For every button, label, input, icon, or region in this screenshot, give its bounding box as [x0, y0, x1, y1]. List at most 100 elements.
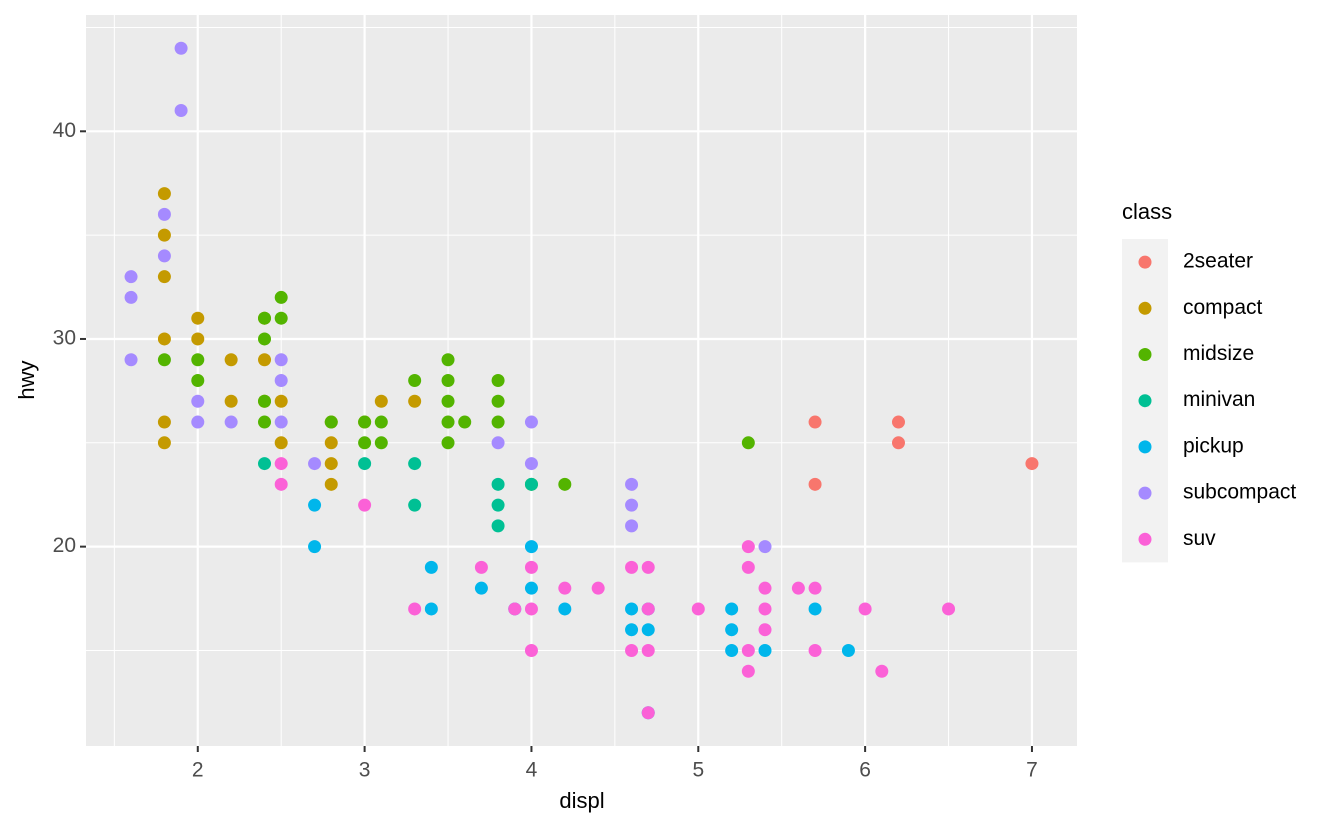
x-tick-label: 7 — [1026, 759, 1038, 782]
point — [308, 457, 322, 471]
point — [258, 394, 272, 408]
point — [891, 415, 905, 429]
point — [408, 374, 422, 387]
legend-swatch — [1138, 532, 1152, 546]
point — [508, 602, 522, 616]
point — [157, 332, 171, 346]
legend-swatch — [1138, 348, 1152, 361]
y-tick-label: 20 — [53, 534, 76, 557]
point — [808, 581, 822, 595]
point — [641, 560, 655, 574]
legend-label: pickup — [1183, 434, 1244, 457]
point — [491, 519, 505, 533]
point — [641, 706, 655, 720]
point — [224, 353, 238, 367]
point — [374, 436, 388, 450]
point — [408, 394, 422, 408]
legend-swatch — [1138, 255, 1152, 269]
point — [124, 353, 138, 367]
legend-label: midsize — [1183, 342, 1254, 365]
point — [641, 643, 655, 657]
point — [324, 477, 338, 491]
legend-label: 2seater — [1183, 250, 1253, 273]
point — [274, 353, 288, 367]
point — [808, 643, 822, 657]
point — [791, 581, 805, 595]
point — [224, 415, 238, 429]
point — [758, 581, 772, 595]
point — [758, 623, 772, 637]
point — [758, 602, 772, 616]
panel — [86, 15, 1077, 746]
point — [157, 415, 171, 429]
point — [725, 643, 739, 657]
legend-label: subcompact — [1183, 481, 1296, 504]
point — [191, 311, 205, 325]
point — [524, 643, 538, 657]
point — [875, 664, 889, 678]
x-tick-label: 4 — [526, 759, 538, 782]
point — [741, 436, 755, 450]
legend-label: suv — [1183, 527, 1216, 550]
point — [157, 249, 171, 263]
point — [491, 498, 505, 512]
point — [408, 498, 422, 512]
point — [441, 374, 455, 387]
point — [358, 457, 372, 471]
point — [691, 602, 705, 616]
point — [258, 353, 272, 367]
point — [625, 643, 639, 657]
point — [441, 415, 455, 429]
x-tick-label: 5 — [692, 759, 704, 782]
point — [191, 353, 205, 367]
grid — [86, 15, 1077, 746]
point — [274, 436, 288, 450]
point — [808, 602, 822, 616]
point — [641, 602, 655, 616]
point — [274, 415, 288, 429]
points — [124, 41, 1039, 720]
point — [491, 477, 505, 491]
point — [758, 540, 772, 554]
x-tick-label: 3 — [359, 759, 371, 782]
point — [808, 415, 822, 429]
point — [491, 415, 505, 429]
x-axis-title: displ — [559, 788, 604, 813]
point — [358, 498, 372, 512]
point — [741, 643, 755, 657]
point — [441, 394, 455, 408]
point — [491, 394, 505, 408]
point — [424, 602, 438, 616]
point — [174, 41, 188, 55]
legend-swatch — [1138, 301, 1152, 315]
point — [258, 415, 272, 429]
point — [374, 394, 388, 408]
legend-label: compact — [1183, 296, 1263, 319]
point — [324, 436, 338, 450]
point — [374, 415, 388, 429]
point — [625, 477, 639, 491]
point — [424, 560, 438, 574]
point — [324, 457, 338, 471]
point — [741, 560, 755, 574]
point — [191, 394, 205, 408]
point — [274, 311, 288, 325]
point — [942, 602, 956, 616]
point — [524, 602, 538, 616]
point — [358, 436, 372, 450]
point — [157, 207, 171, 221]
axes: 2 3 4 5 6 7 20 30 40 — [53, 119, 1038, 782]
y-tick-label: 30 — [53, 327, 76, 350]
point — [625, 602, 639, 616]
point — [157, 436, 171, 450]
point — [174, 104, 188, 118]
legend: class 2seater compact midsize minivan pickup… — [1122, 199, 1296, 563]
point — [157, 270, 171, 284]
point — [558, 602, 572, 616]
point — [124, 270, 138, 284]
point — [274, 457, 288, 471]
point — [625, 560, 639, 574]
legend-swatch — [1138, 486, 1152, 500]
point — [625, 498, 639, 512]
